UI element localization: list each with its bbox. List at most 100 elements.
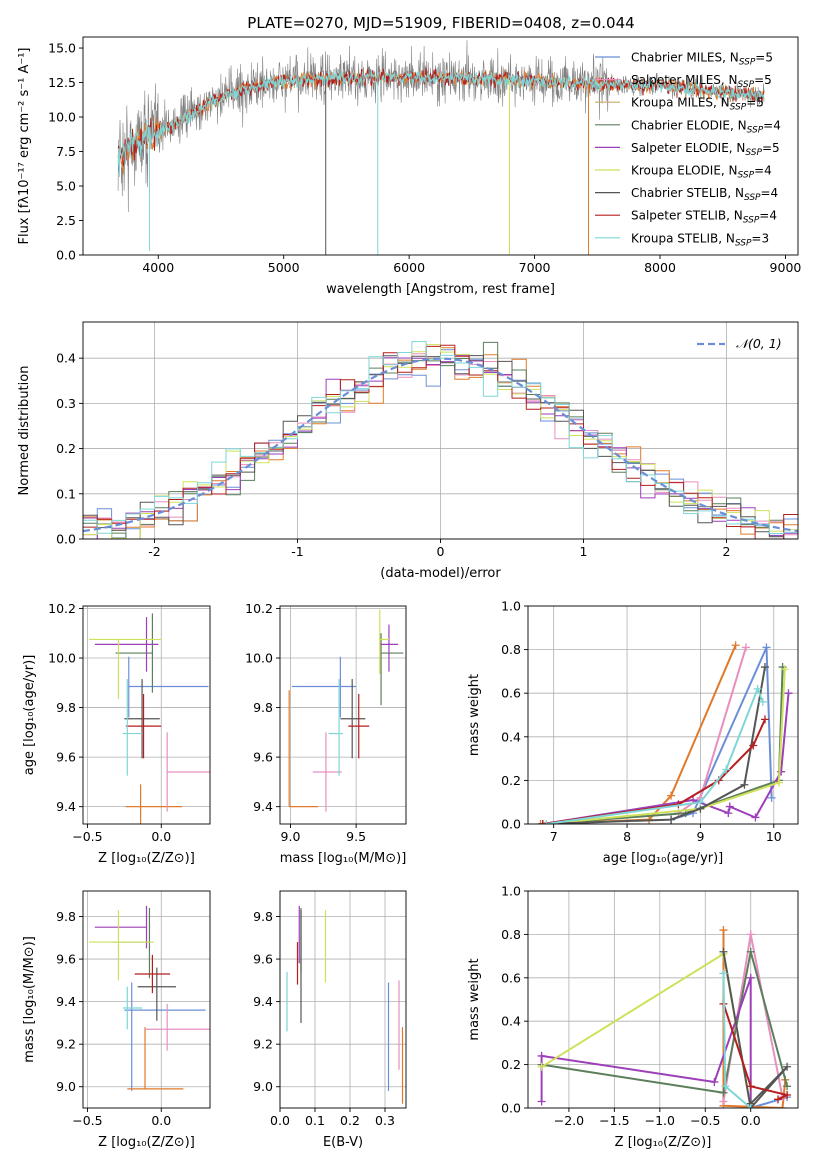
x-tick-label: 0.0 <box>151 1113 171 1128</box>
errorbar-point <box>166 732 210 812</box>
y-tick-label: 10.2 <box>48 601 76 616</box>
weight-marker <box>721 1082 730 1091</box>
errorbar-point <box>291 656 357 718</box>
legend-subscript: SSP <box>747 125 764 135</box>
x-axis-label: age [log₁₀(age/yr)] <box>603 851 724 866</box>
y-tick-label: 0.2 <box>56 441 76 456</box>
weight-marker <box>777 767 786 776</box>
weight-marker <box>719 926 728 935</box>
legend-subscript: SSP <box>743 216 760 226</box>
errorbar-point <box>328 679 343 776</box>
weight-marker <box>741 643 750 652</box>
x-tick-label: -1 <box>291 544 303 559</box>
x-axis-label: Z [log₁₀(Z/Z⊙)] <box>615 1135 712 1150</box>
x-tick-label: 1 <box>580 544 588 559</box>
legend-model-name: Kroupa ELODIE, N <box>631 164 738 178</box>
x-axis-label: Z [log₁₀(Z/Z⊙)] <box>98 1135 195 1150</box>
y-axis-label: mass weight <box>467 674 482 756</box>
y-tick-label: 9.8 <box>253 909 273 924</box>
y-tick-label: 9.0 <box>253 1079 273 1094</box>
y-tick-label: 15.0 <box>48 41 76 56</box>
errorbar-point <box>340 679 366 759</box>
errorbar-point <box>127 1027 184 1090</box>
x-tick-label: −0.5 <box>72 1113 102 1128</box>
errorbar-point <box>379 624 399 672</box>
weight-marker <box>542 820 551 824</box>
y-tick-label: 9.8 <box>253 700 273 715</box>
y-tick-label: 0.6 <box>501 970 521 985</box>
x-tick-label: 0.0 <box>151 829 171 844</box>
y-tick-label: 0.4 <box>501 729 521 744</box>
y-tick-label: 10.0 <box>48 651 76 666</box>
x-tick-label: −1.0 <box>645 1113 675 1128</box>
y-tick-label: 9.6 <box>56 750 76 765</box>
plot-weight_vs_Z: −2.0 −1.5 −1.0 −0.5 0.0 0.0 0.2 0.4 0.6 0.8 1.0 Z [… <box>467 884 799 1150</box>
weight-marker <box>722 765 731 774</box>
axes-frame <box>82 890 211 1109</box>
weight-series-line <box>722 951 788 1108</box>
plots-root: 4000 5000 6000 7000 8000 90000.02.55.07.510.0… <box>17 36 801 1150</box>
y-axis-label: age [log₁₀(age/yr)] <box>22 655 37 776</box>
plot-area <box>536 641 793 824</box>
legend-label: Salpeter STELIB, NSSP=4 <box>631 209 777 226</box>
weight-marker <box>667 791 676 800</box>
legend-subscript: SSP <box>738 80 755 90</box>
legend-n-value: =4 <box>763 118 781 132</box>
x-tick-label: −2.0 <box>554 1113 584 1128</box>
plot-spectrum: 4000 5000 6000 7000 8000 9000 0.0 2.5 5.0 7.5 10.0… <box>17 36 801 297</box>
errorbar-point <box>122 679 143 776</box>
y-tick-label: 9.0 <box>56 1079 76 1094</box>
weight-marker <box>731 641 740 650</box>
y-tick-label: 0.1 <box>56 486 76 501</box>
legend-n-value: =4 <box>761 186 779 200</box>
figure-title: PLATE=0270, MJD=51909, FIBERID=0408, z=0… <box>247 14 634 32</box>
histogram-series <box>83 349 798 539</box>
errorbar-point <box>380 633 404 706</box>
errorbar-point <box>125 693 162 759</box>
y-axis-label: Normed distribution <box>17 366 32 496</box>
errorbar-point <box>94 617 159 672</box>
weight-marker <box>710 1077 719 1086</box>
errorbar-point <box>137 967 177 1021</box>
x-tick-label: 4000 <box>142 260 174 275</box>
legend-n-value: =4 <box>754 164 772 178</box>
histogram-series <box>83 341 798 534</box>
x-tick-label: −0.5 <box>72 829 102 844</box>
y-tick-label: 10.0 <box>48 110 76 125</box>
legend-n-value: =5 <box>746 96 764 110</box>
weight-marker <box>746 973 755 982</box>
y-tick-label: 12.5 <box>48 75 76 90</box>
weight-marker <box>537 1097 546 1106</box>
weight-marker <box>784 689 793 698</box>
errorbar-point <box>88 910 154 981</box>
errorbar-point <box>312 732 342 812</box>
weight-marker <box>719 1097 728 1106</box>
legend-subscript: SSP <box>738 171 755 181</box>
weight-series-line <box>541 951 789 1094</box>
histogram-series <box>83 344 798 539</box>
weight-marker <box>696 798 705 807</box>
y-axis-label: Flux [fλ10⁻¹⁷ erg cm⁻² s⁻¹ A⁻¹] <box>17 48 32 245</box>
axes-frame <box>527 605 799 825</box>
weight-marker <box>774 1095 782 1104</box>
legend-model-name: Chabrier MILES, N <box>631 51 739 65</box>
legend-model-name: Chabrier ELODIE, N <box>631 118 747 132</box>
y-tick-label: 0.0 <box>501 817 521 832</box>
errorbar-point <box>122 986 143 1030</box>
plot-area <box>288 609 404 812</box>
plot-age_vs_Z: −0.5 0.0 9.4 9.6 9.8 10.0 10.2 Z [log₁₀(Z/Z⊙)] a… <box>22 601 211 866</box>
x-axis-label: E(B-V) <box>323 1135 363 1150</box>
y-tick-label: 9.6 <box>253 750 273 765</box>
weight-marker <box>783 1090 792 1099</box>
legend-subscript: SSP <box>745 148 762 158</box>
x-tick-label: 9 <box>696 829 704 844</box>
y-tick-label: 9.8 <box>56 700 76 715</box>
plot-area <box>286 905 404 1104</box>
y-tick-label: 9.4 <box>253 994 273 1009</box>
y-tick-label: 0.0 <box>501 1101 521 1116</box>
errorbar-point <box>94 905 148 949</box>
errorbar-point <box>124 982 206 1091</box>
axes-frame <box>279 605 407 825</box>
weight-marker <box>667 815 676 824</box>
